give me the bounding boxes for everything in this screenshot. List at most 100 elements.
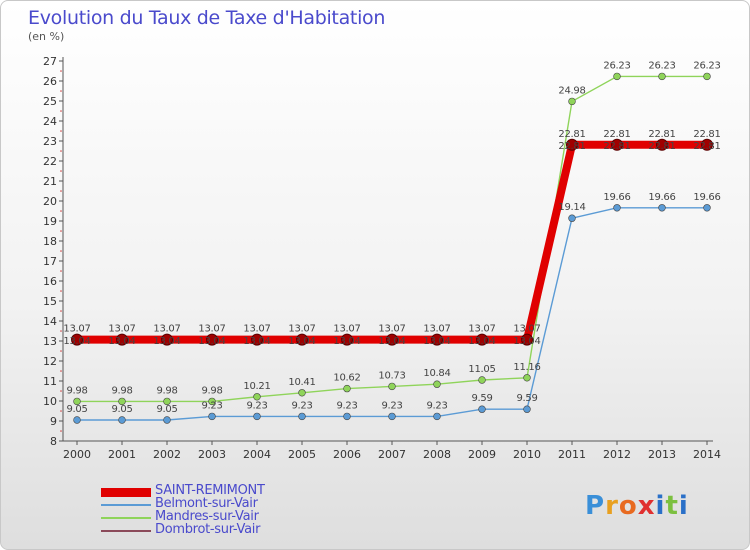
series-point-belmont-sur-vair: [658, 204, 666, 212]
data-label-belmont-sur-vair: 9.59: [516, 393, 537, 404]
series-point-mandres-sur-vair: [118, 397, 126, 406]
series-point-saint-remimont: [206, 333, 218, 346]
y-minor-tick: [60, 150, 62, 152]
data-label-dombrot-sur-vair: 13.04: [243, 336, 270, 347]
series-point-belmont-sur-vair: [163, 416, 171, 424]
series-point-mandres-sur-vair: [703, 72, 711, 81]
data-label-saint-remimont: 13.07: [108, 324, 135, 335]
x-tick-label: 2006: [333, 448, 361, 461]
y-minor-tick: [60, 290, 62, 292]
data-label-mandres-sur-vair: 10.62: [333, 373, 360, 384]
data-label-belmont-sur-vair: 9.23: [291, 400, 312, 411]
series-point-saint-remimont: [71, 333, 83, 346]
y-minor-tick: [60, 90, 62, 92]
y-minor-tick: [60, 210, 62, 212]
y-minor-tick: [60, 70, 62, 72]
legend-swatch: [101, 517, 151, 519]
series-point-saint-remimont: [251, 333, 263, 346]
chart-title: Evolution du Taux de Taxe d'Habitation: [28, 7, 386, 29]
series-point-belmont-sur-vair: [73, 416, 81, 424]
y-tick-label: 27: [43, 55, 57, 68]
data-label-saint-remimont: 13.07: [468, 324, 495, 335]
series-line-mandres-sur-vair: [77, 75, 707, 403]
data-label-dombrot-sur-vair: 13.04: [513, 336, 540, 347]
series-point-mandres-sur-vair: [253, 393, 261, 401]
legend-swatch: [101, 530, 151, 532]
data-label-belmont-sur-vair: 19.14: [558, 202, 585, 213]
series-point-belmont-sur-vair: [433, 412, 441, 421]
data-label-dombrot-sur-vair: 22.81: [603, 141, 630, 152]
data-label-dombrot-sur-vair: 13.04: [63, 336, 90, 347]
logo-letter: t: [665, 491, 679, 521]
series-point-belmont-sur-vair: [118, 416, 126, 424]
data-label-mandres-sur-vair: 10.84: [423, 368, 450, 379]
x-tick-label: 2000: [63, 448, 91, 461]
y-tick-label: 9: [50, 415, 57, 428]
logo-letter: r: [605, 491, 619, 521]
series-point-saint-remimont: [296, 333, 308, 346]
y-minor-tick: [60, 370, 62, 372]
x-tick-label: 2004: [243, 448, 271, 461]
x-tick-label: 2001: [108, 448, 136, 461]
data-label-mandres-sur-vair: 11.16: [513, 362, 540, 373]
data-label-belmont-sur-vair: 19.66: [603, 192, 630, 203]
x-tick-label: 2011: [558, 448, 586, 461]
x-tick-label: 2003: [198, 448, 226, 461]
data-label-belmont-sur-vair: 9.05: [156, 404, 177, 415]
series-point-belmont-sur-vair: [388, 412, 396, 421]
data-label-belmont-sur-vair: 9.23: [426, 400, 447, 411]
data-label-saint-remimont: 13.07: [423, 324, 450, 335]
y-tick-label: 23: [43, 135, 57, 148]
data-label-mandres-sur-vair: 10.21: [243, 381, 270, 392]
data-label-saint-remimont: 22.81: [603, 129, 630, 140]
series-point-saint-remimont: [161, 333, 173, 346]
data-label-saint-remimont: 13.07: [288, 324, 315, 335]
data-label-mandres-sur-vair: 10.41: [288, 377, 315, 388]
y-minor-tick: [60, 310, 62, 312]
data-label-saint-remimont: 22.81: [648, 129, 675, 140]
y-tick-label: 12: [43, 355, 57, 368]
series-point-mandres-sur-vair: [568, 97, 576, 106]
data-label-dombrot-sur-vair: 13.04: [153, 336, 180, 347]
series-point-mandres-sur-vair: [343, 384, 351, 393]
data-label-saint-remimont: 13.07: [378, 324, 405, 335]
data-label-belmont-sur-vair: 9.23: [201, 400, 222, 411]
data-label-saint-remimont: 22.81: [558, 129, 585, 140]
y-minor-tick: [60, 330, 62, 332]
data-label-dombrot-sur-vair: 13.04: [198, 336, 225, 347]
series-point-belmont-sur-vair: [523, 405, 531, 413]
series-point-mandres-sur-vair: [658, 72, 666, 81]
x-tick-label: 2008: [423, 448, 451, 461]
data-label-mandres-sur-vair: 24.98: [558, 85, 585, 96]
x-tick-label: 2009: [468, 448, 496, 461]
series-point-belmont-sur-vair: [568, 214, 576, 222]
x-tick-label: 2010: [513, 448, 541, 461]
y-tick-label: 8: [50, 435, 57, 448]
y-tick-label: 22: [43, 155, 57, 168]
unit-label: (en %): [28, 30, 65, 43]
series-point-saint-remimont: [386, 333, 398, 346]
x-tick-label: 2013: [648, 448, 676, 461]
series-point-mandres-sur-vair: [163, 397, 171, 406]
series-point-saint-remimont: [701, 138, 713, 151]
series-point-belmont-sur-vair: [253, 412, 261, 421]
data-label-saint-remimont: 13.07: [198, 324, 225, 335]
data-label-mandres-sur-vair: 9.98: [111, 385, 132, 396]
y-minor-tick: [60, 230, 62, 232]
series-point-mandres-sur-vair: [478, 376, 486, 384]
series-point-belmont-sur-vair: [703, 204, 711, 212]
y-tick-label: 19: [43, 215, 57, 228]
data-label-dombrot-sur-vair: 13.04: [288, 336, 315, 347]
series-point-mandres-sur-vair: [298, 389, 306, 397]
y-minor-tick: [60, 130, 62, 132]
series-point-saint-remimont: [431, 333, 443, 346]
data-label-mandres-sur-vair: 10.73: [378, 370, 405, 381]
data-label-dombrot-sur-vair: 13.04: [333, 336, 360, 347]
data-label-mandres-sur-vair: 26.23: [603, 60, 630, 71]
y-minor-tick: [60, 350, 62, 352]
data-label-saint-remimont: 13.07: [333, 324, 360, 335]
y-minor-tick: [60, 430, 62, 432]
series-point-saint-remimont: [566, 138, 578, 151]
data-label-mandres-sur-vair: 26.23: [648, 60, 675, 71]
